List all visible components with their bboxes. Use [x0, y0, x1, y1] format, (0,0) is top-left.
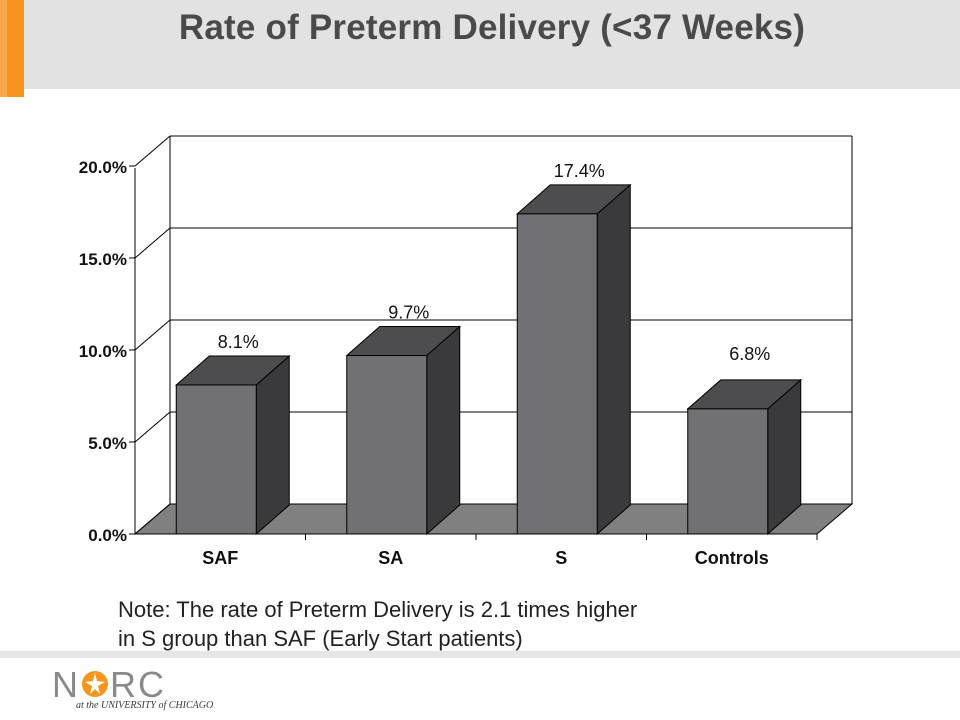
y-axis-depth-line — [134, 503, 171, 535]
bar-side-face — [426, 325, 461, 536]
logo-subtitle: at the UNIVERSITY of CHICAGO — [76, 700, 214, 711]
norc-logo: N RC at the UNIVERSITY of CHICAGO — [52, 664, 242, 714]
bar-sa — [345, 325, 462, 536]
chart-note: Note: The rate of Preterm Delivery is 2.… — [118, 595, 838, 653]
accent-bar-highlight — [0, 0, 7, 97]
bar-chart: 0.0% 5.0% 10.0% 15.0% 20.0% SAF 8.1% SA 9.7% S 17… — [79, 135, 854, 568]
data-label: 9.7% — [388, 303, 429, 323]
y-axis-depth-line — [134, 319, 171, 351]
x-tick-label: SAF — [202, 548, 238, 568]
bar-controls — [686, 378, 803, 536]
y-tick-label: 15.0% — [79, 250, 127, 269]
x-tick-label: Controls — [695, 548, 769, 568]
bar-side-face — [255, 354, 290, 536]
logo-letter-n: N — [52, 664, 80, 705]
bar-s — [515, 183, 632, 536]
y-axis-depth-line — [134, 227, 171, 259]
logo-star-icon — [82, 671, 108, 697]
y-axis-depth-line — [134, 135, 171, 167]
x-tick-label: S — [555, 548, 567, 568]
slide-title: Rate of Preterm Delivery (<37 Weeks) — [178, 8, 806, 47]
y-tick-label: 10.0% — [79, 342, 127, 361]
y-axis-depth-line — [134, 411, 171, 443]
x-tick-label: SA — [378, 548, 403, 568]
y-tick-label: 5.0% — [88, 434, 127, 453]
y-tick-label: 20.0% — [79, 158, 127, 177]
bar-saf — [174, 354, 291, 536]
bar-side-face — [596, 183, 631, 536]
bar-front-face — [516, 213, 598, 535]
title-bar — [24, 0, 960, 89]
data-label: 6.8% — [729, 344, 770, 364]
note-line-1: Note: The rate of Preterm Delivery is 2.… — [118, 597, 638, 622]
chart-bars — [174, 183, 803, 536]
chart-axes: 0.0% 5.0% 10.0% 15.0% 20.0% — [79, 135, 818, 545]
y-tick-label: 0.0% — [88, 526, 127, 545]
bar-front-face — [346, 355, 428, 535]
footer-rule — [0, 651, 960, 658]
note-line-2: in S group than SAF (Early Start patient… — [118, 626, 523, 651]
data-label: 17.4% — [554, 161, 605, 181]
logo-wordmark: N RC — [52, 664, 166, 706]
bar-front-face — [175, 384, 257, 535]
logo-letters-rc: RC — [110, 664, 166, 705]
data-label: 8.1% — [218, 332, 259, 352]
bar-front-face — [687, 408, 769, 535]
chart-labels: SAF 8.1% SA 9.7% S 17.4% Controls 6.8% — [202, 161, 770, 568]
